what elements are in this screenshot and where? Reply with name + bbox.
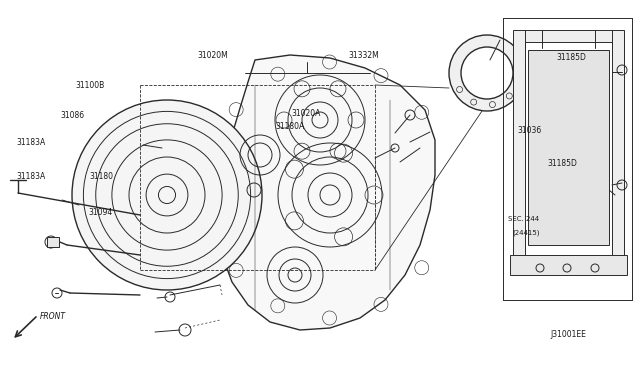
Text: 31185D: 31185D xyxy=(557,53,587,62)
Polygon shape xyxy=(513,30,624,260)
Text: 31180: 31180 xyxy=(90,172,114,181)
Polygon shape xyxy=(218,55,435,330)
Text: (24415): (24415) xyxy=(512,229,540,236)
Text: J31001EE: J31001EE xyxy=(550,330,586,339)
Text: 31100B: 31100B xyxy=(76,81,105,90)
Polygon shape xyxy=(47,237,59,247)
Text: 31183A: 31183A xyxy=(16,138,45,147)
Polygon shape xyxy=(510,255,627,275)
Text: 31332M: 31332M xyxy=(349,51,380,60)
Text: 31094: 31094 xyxy=(88,208,113,217)
Text: 31020A: 31020A xyxy=(291,109,321,118)
Text: SEC. 244: SEC. 244 xyxy=(508,217,539,222)
Text: 31185D: 31185D xyxy=(548,159,578,168)
Text: 31086: 31086 xyxy=(61,111,85,120)
Circle shape xyxy=(449,35,525,111)
Text: 31183A: 31183A xyxy=(16,172,45,181)
Polygon shape xyxy=(528,50,609,245)
Circle shape xyxy=(72,100,262,290)
Circle shape xyxy=(461,47,513,99)
Text: 31036: 31036 xyxy=(517,126,541,135)
Text: 31020M: 31020M xyxy=(197,51,228,60)
Text: FRONT: FRONT xyxy=(40,312,66,321)
Text: 31180A: 31180A xyxy=(275,122,305,131)
